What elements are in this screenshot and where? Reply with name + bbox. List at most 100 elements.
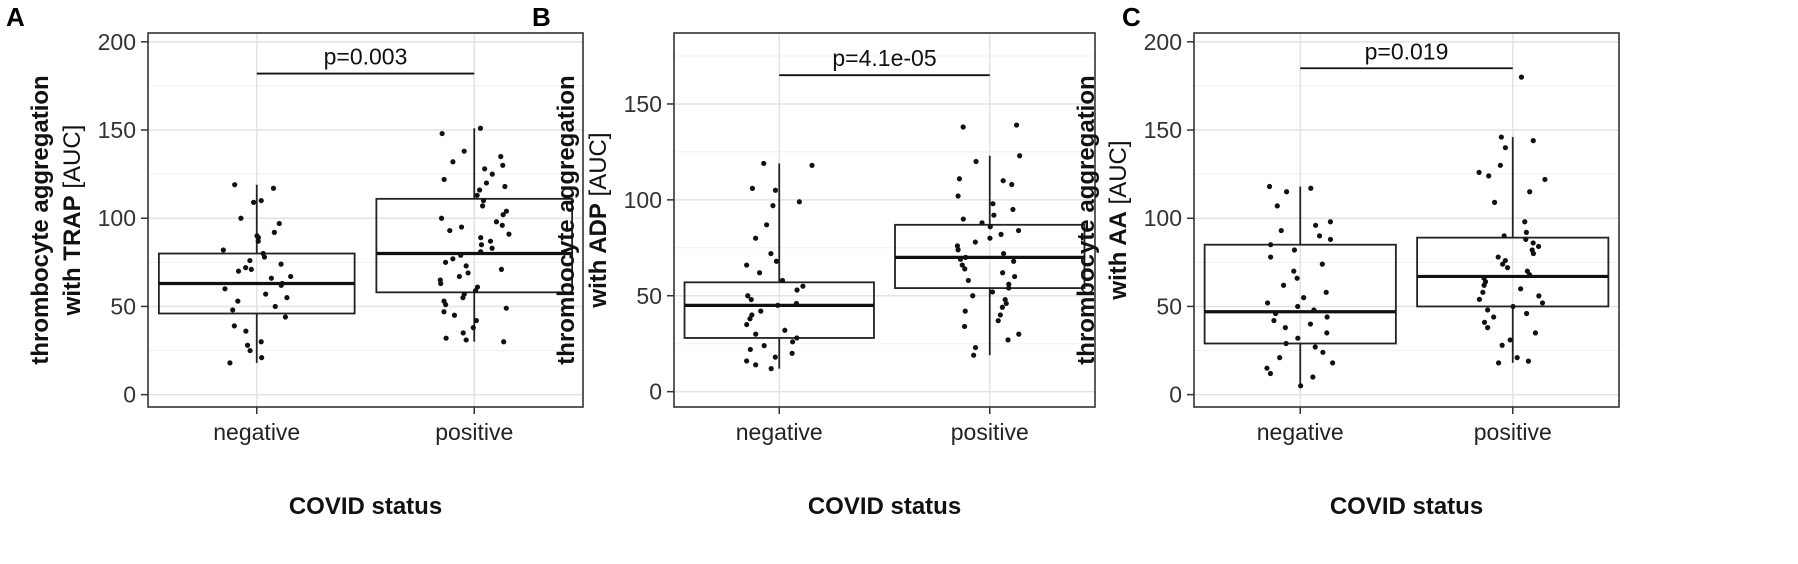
chart-panel-c: C 0 50 100 150 200 p=0.019 negative positive COVI…	[1073, 2, 1620, 520]
data-point	[438, 280, 444, 287]
data-point	[1324, 330, 1330, 336]
data-point	[1481, 282, 1487, 288]
data-point	[959, 262, 965, 268]
data-point	[1009, 181, 1015, 188]
data-point	[1313, 222, 1319, 228]
data-point	[268, 275, 274, 281]
data-point	[772, 187, 779, 193]
data-point	[255, 238, 261, 244]
data-point	[1295, 335, 1301, 341]
data-point	[461, 148, 467, 154]
panel-label: C	[1122, 2, 1141, 32]
data-point	[970, 293, 976, 299]
x-tick-label-positive: positive	[1474, 419, 1552, 445]
data-point	[1502, 145, 1508, 151]
data-point	[231, 323, 237, 329]
data-point	[1327, 236, 1334, 243]
data-point	[997, 312, 1003, 318]
data-point	[1323, 289, 1329, 295]
data-point	[263, 291, 269, 297]
data-point	[1319, 261, 1325, 267]
data-point	[222, 286, 228, 292]
data-point	[1273, 310, 1279, 317]
data-point	[1006, 281, 1012, 287]
x-axis-title: COVID status	[808, 493, 961, 520]
data-point	[438, 215, 445, 221]
data-point	[1264, 365, 1270, 371]
chart-panel-a: A 0 50 100 150 200 p=0.003 negative positive COVI…	[6, 2, 584, 520]
data-point	[1476, 169, 1482, 175]
data-point	[962, 308, 968, 314]
data-point	[995, 318, 1001, 324]
data-point	[749, 185, 756, 191]
data-point	[498, 266, 505, 272]
x-tick-label-negative: negative	[736, 419, 823, 445]
data-point	[764, 222, 770, 228]
data-point	[1518, 74, 1525, 80]
data-point	[1010, 206, 1016, 213]
data-point	[271, 229, 277, 235]
data-point	[248, 266, 254, 272]
data-point	[503, 305, 509, 311]
data-point	[476, 187, 483, 193]
data-point	[1476, 296, 1483, 302]
data-point	[1536, 293, 1542, 299]
data-point	[979, 220, 985, 226]
data-point	[1307, 321, 1314, 327]
data-point	[991, 212, 997, 218]
data-point	[474, 192, 480, 198]
data-point	[1005, 337, 1011, 343]
data-point	[782, 327, 788, 333]
data-point	[282, 314, 289, 320]
box-iqr	[683, 281, 875, 339]
data-point	[451, 312, 458, 318]
chart-panel-b: B 0 50 100 150 p=4.1e-05 negative positive COVID…	[532, 2, 1096, 520]
data-point	[1481, 319, 1488, 325]
data-point	[1308, 185, 1314, 191]
y-axis-title-line1: thrombocyte aggregation	[27, 75, 54, 364]
data-point	[1486, 173, 1492, 179]
data-point	[456, 273, 463, 280]
data-point	[489, 171, 495, 177]
data-point	[1267, 370, 1274, 377]
x-tick-label-positive: positive	[435, 419, 513, 445]
data-point	[439, 130, 445, 137]
data-point	[1291, 268, 1297, 274]
data-point	[278, 282, 284, 288]
y-tick-label: 50	[110, 293, 136, 319]
data-point	[243, 265, 249, 271]
data-point	[483, 180, 490, 186]
data-point	[756, 270, 763, 276]
data-point	[258, 197, 264, 204]
data-point	[960, 216, 966, 222]
data-point	[745, 293, 751, 299]
data-point	[498, 153, 504, 160]
data-point	[1491, 199, 1498, 205]
y-axis-title-line2: with ADP [AUC]	[585, 132, 612, 308]
panel-label: A	[6, 2, 25, 32]
data-point	[1526, 272, 1533, 278]
data-point	[773, 258, 780, 264]
data-point	[441, 176, 447, 183]
data-point	[1000, 250, 1007, 257]
data-point	[1016, 331, 1022, 337]
y-axis-title-measure: with TRAP	[59, 195, 86, 316]
data-point	[999, 304, 1005, 310]
data-point	[789, 339, 796, 345]
data-point	[1280, 282, 1287, 288]
data-point	[957, 256, 964, 262]
data-point	[478, 242, 485, 248]
y-axis-title-line1: thrombocyte aggregation	[553, 75, 580, 364]
data-point	[779, 277, 786, 284]
data-point	[227, 360, 233, 366]
data-point	[1510, 303, 1516, 310]
data-point	[772, 354, 778, 360]
data-point	[1542, 176, 1548, 183]
data-point	[258, 339, 264, 345]
data-point	[441, 309, 447, 315]
y-axis-title-unit: [AUC]	[1105, 140, 1132, 211]
y-axis-title-unit: [AUC]	[585, 132, 612, 203]
data-point	[251, 199, 257, 205]
data-point	[1500, 261, 1506, 267]
